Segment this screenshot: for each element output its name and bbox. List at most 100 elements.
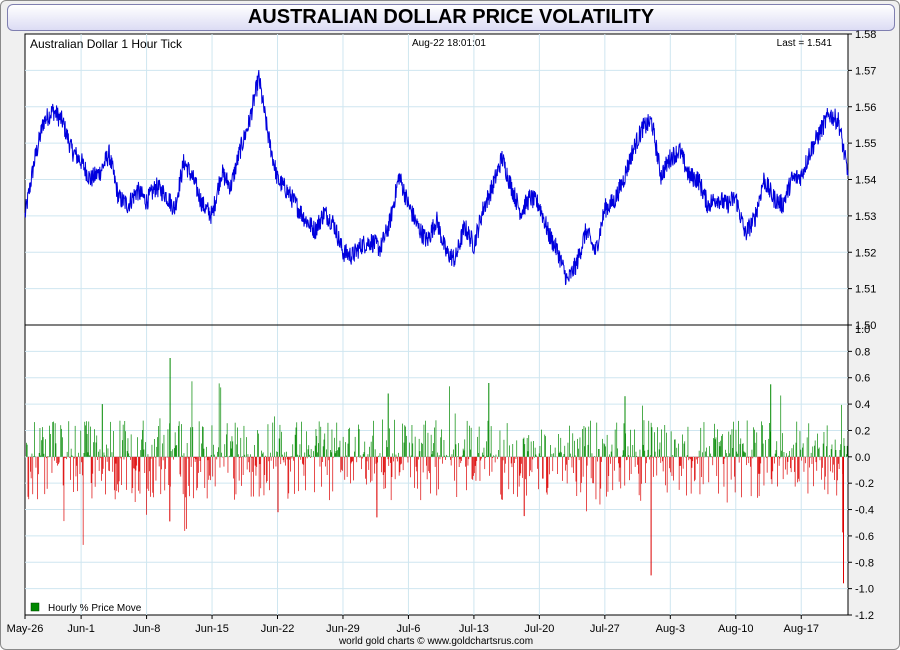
volatility-bar [218,447,219,457]
volatility-bar [821,456,822,480]
volatility-bar [169,423,170,457]
volatility-bar [194,456,196,462]
volatility-bar [140,450,142,457]
volatility-bar [472,456,474,480]
volatility-bar [466,456,467,491]
volatility-bar [225,456,226,457]
volatility-bar [374,456,375,474]
volatility-spike [277,456,279,513]
volatility-bar [58,456,60,463]
volatility-bar [659,442,661,457]
volatility-spike [376,456,378,518]
volatility-bar [516,440,518,457]
volatility-bar [72,456,74,457]
volatility-bar [635,451,637,457]
volatility-bar [713,438,714,457]
volatility-bar [33,456,34,457]
volatility-bar [649,456,650,460]
volatility-bar [450,456,452,466]
volatility-bar [535,454,537,457]
volatility-bar [504,456,506,473]
volatility-bar [793,444,794,457]
volatility-bar [794,456,796,487]
volatility-bar [452,456,454,458]
volatility-bar [324,433,326,457]
volatility-bar [30,456,32,479]
volatility-bar [128,453,130,457]
volatility-bar [76,456,78,466]
volatility-bar [710,453,711,457]
volatility-bar [75,456,77,477]
volatility-bar [176,445,178,457]
volatility-bar [90,426,91,457]
volatility-bar [758,456,759,474]
volatility-bar [664,425,666,457]
volatility-bar [667,456,669,457]
volatility-bar [692,456,694,462]
volatility-bar [336,422,338,457]
volatility-bar [790,456,792,473]
volatility-bar [417,456,418,489]
volatility-bar [111,452,113,457]
volatility-bar [236,444,238,457]
volatility-bar [47,456,49,457]
volatility-bar [250,454,251,457]
volatility-bar [578,456,580,461]
volatility-bar [818,447,820,457]
volatility-bar [367,454,369,457]
volatility-bar [742,443,744,457]
volatility-bar [394,419,395,457]
volatility-bar [641,456,642,484]
volatility-bar [606,456,607,497]
price-tick-label: 1.51 [855,284,876,296]
volatility-bar [607,456,609,492]
volatility-bar [142,430,143,457]
volatility-bar [774,453,776,457]
volatility-bar [105,456,106,495]
volatility-bar [533,441,534,457]
volatility-bar [670,431,672,457]
volatility-bar [508,456,510,490]
volatility-bar [40,455,42,457]
x-tick-label: Jun-1 [67,623,95,635]
volatility-bar [666,456,668,493]
volatility-bar [560,437,562,457]
volatility-bar [265,455,266,457]
volatility-bar [308,445,310,457]
volatility-bar [697,456,698,464]
volatility-bar [385,456,386,489]
volatility-bar [96,435,98,457]
volatility-bar [49,425,50,457]
volatility-bar [438,456,439,490]
volatility-bar [180,456,182,477]
volatility-bar [354,436,356,457]
volatility-bar [314,456,315,493]
volatility-bar [759,456,761,474]
volatility-bar [623,423,625,457]
volatility-bar [640,456,642,501]
volatility-bar [825,456,826,477]
volatility-tick-label: -0.2 [855,478,874,490]
volatility-bar [445,456,446,460]
volatility-bar [97,456,98,460]
volatility-bar [287,456,289,499]
volatility-bar [181,424,182,457]
volatility-bar [815,456,817,463]
volatility-bar [320,426,322,457]
volatility-bar [654,451,656,457]
volatility-tick-label: -0.6 [855,531,874,543]
volatility-bar [41,440,42,457]
volatility-bar [27,456,29,497]
volatility-bar [745,452,746,457]
volatility-bar [746,420,748,457]
volatility-bar [685,456,686,458]
volatility-bar [366,456,368,462]
volatility-bar [650,422,652,457]
volatility-bar [762,425,763,457]
volatility-bar [799,431,801,457]
volatility-bar [345,442,346,457]
volatility-bar [491,456,493,472]
volatility-bar [645,456,646,483]
volatility-bar [523,437,525,457]
volatility-bar [232,441,234,457]
